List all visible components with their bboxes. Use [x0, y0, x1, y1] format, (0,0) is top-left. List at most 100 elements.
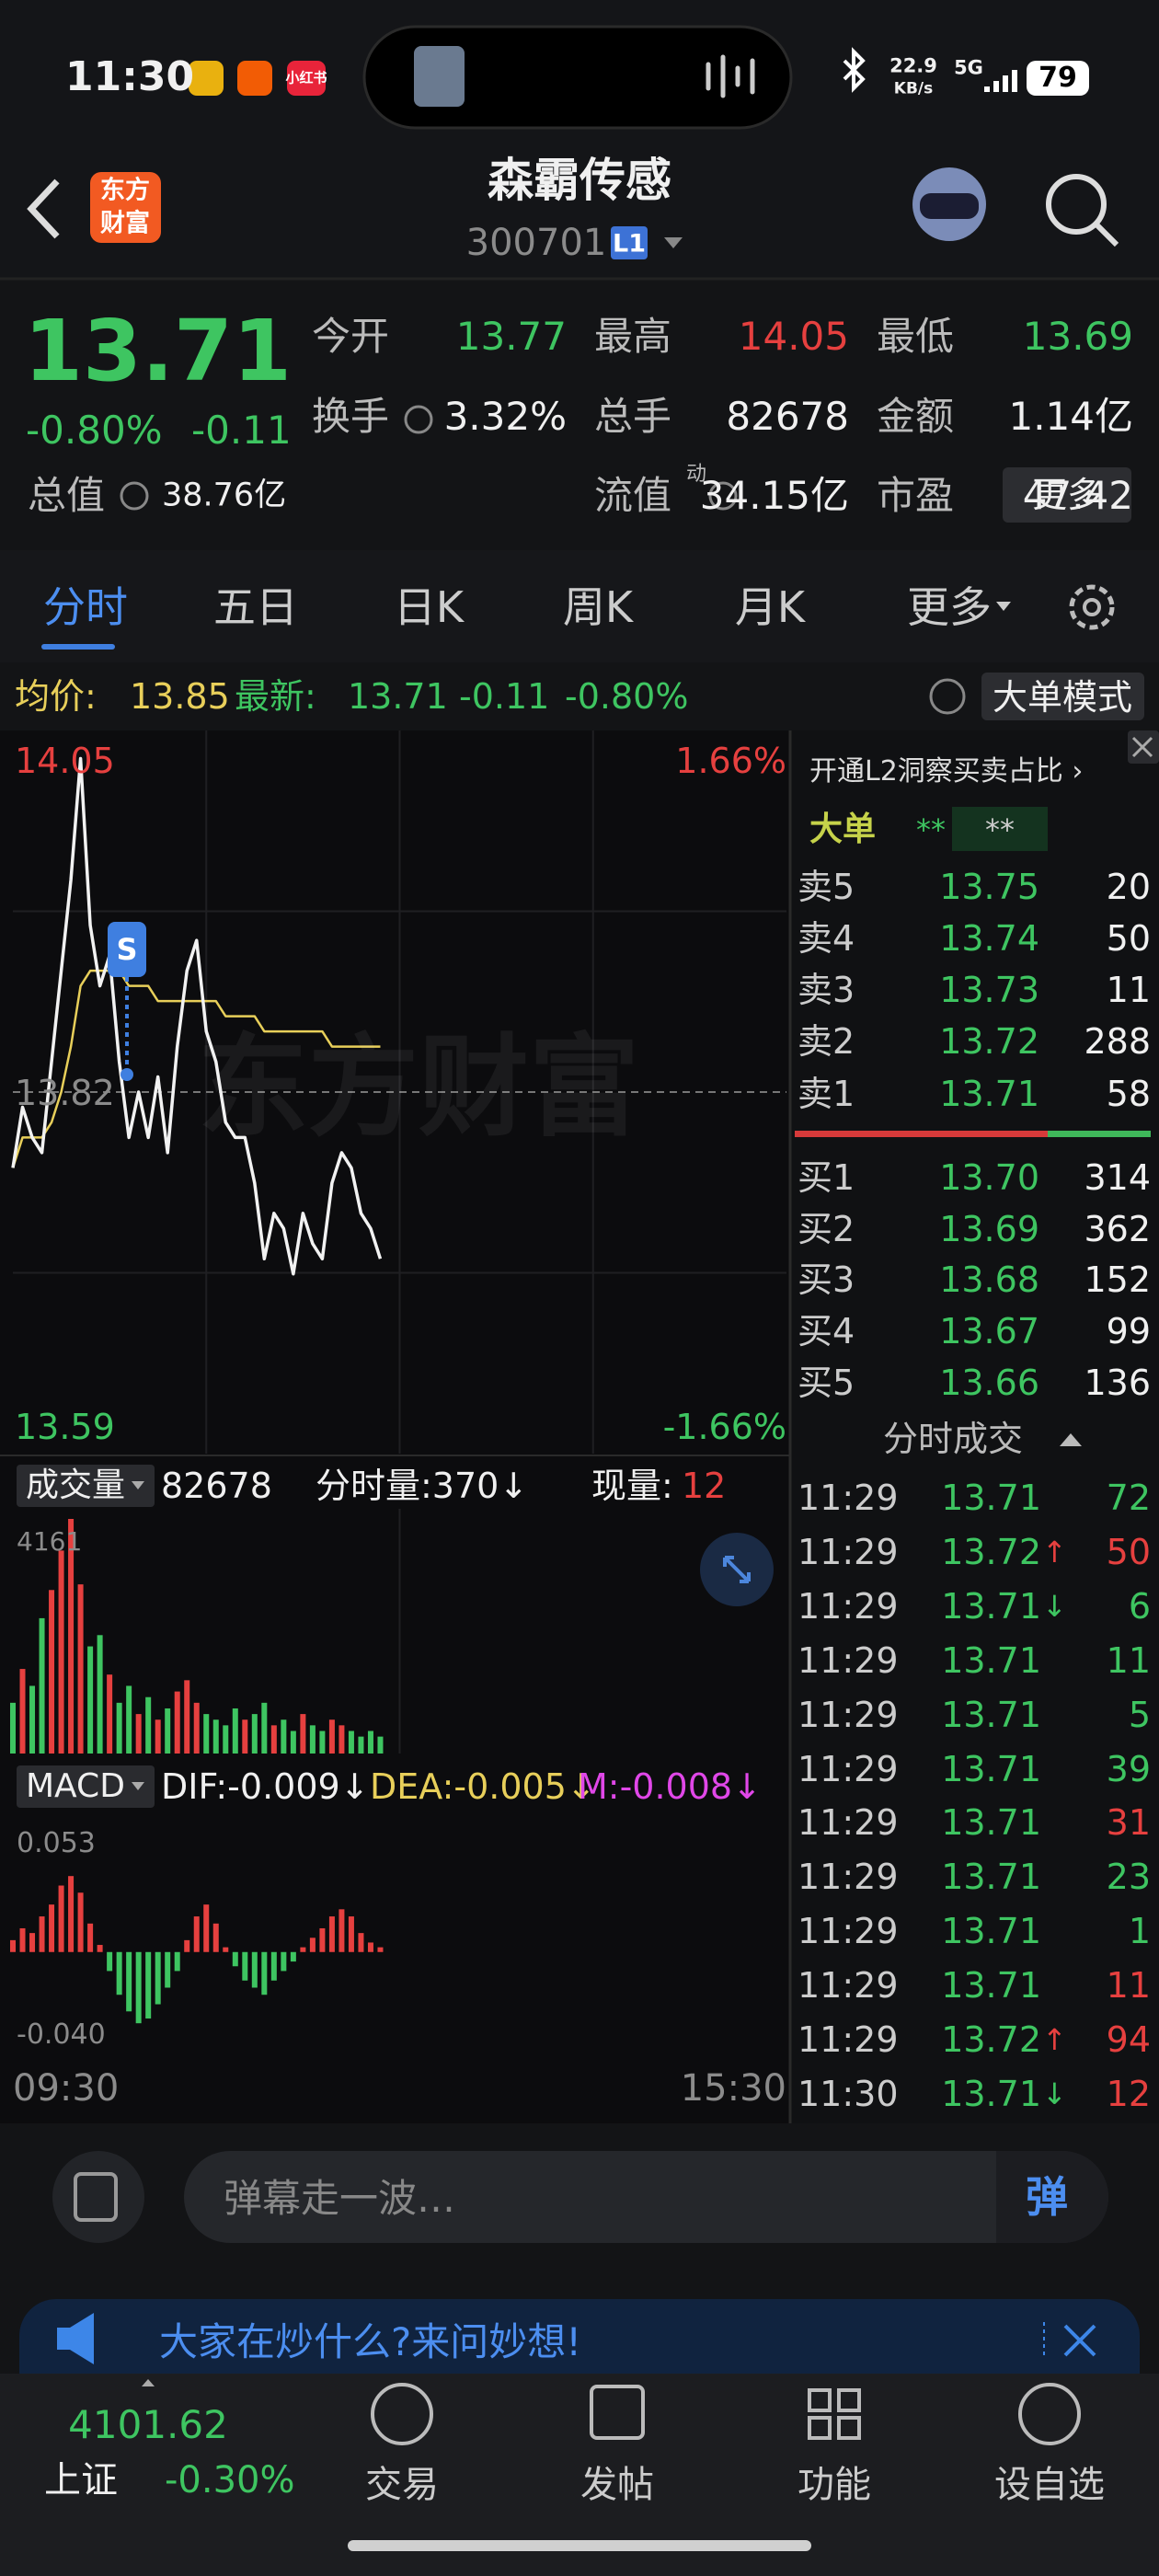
macd-bar — [126, 1951, 132, 2012]
comment-input[interactable] — [184, 2151, 1108, 2243]
trade-time: 11:29 — [798, 1911, 899, 1952]
volume-total: 82678 — [161, 1466, 272, 1506]
tab[interactable]: 日K — [393, 582, 465, 632]
book-label: 买1 — [798, 1157, 855, 1198]
tab[interactable]: 分时 — [43, 582, 128, 632]
sort-icon[interactable] — [1060, 1433, 1082, 1446]
book-label: 买4 — [798, 1311, 855, 1351]
price: 13.71 — [24, 302, 293, 400]
pe-superscript: 动 — [686, 463, 707, 486]
macd-bar — [309, 1938, 316, 1952]
book-volume: 11 — [1106, 970, 1151, 1010]
volume-bar — [107, 1674, 113, 1754]
tab[interactable]: 周K — [562, 582, 634, 632]
trade-time: 11:29 — [798, 1965, 899, 2007]
trade-time: 11:29 — [798, 1802, 899, 1844]
field-value: 13.69 — [1022, 314, 1133, 359]
big-order-stars: ** — [985, 812, 1015, 847]
help-icon[interactable] — [929, 678, 966, 715]
book-label: 买5 — [798, 1363, 855, 1403]
field-label: 流值 — [594, 473, 672, 518]
trade-volume: 94 — [1106, 2019, 1151, 2060]
book-price: 13.71 — [939, 1074, 1039, 1114]
book-price: 13.66 — [939, 1363, 1039, 1403]
tab[interactable]: 五日 — [213, 582, 298, 632]
volume-bar — [319, 1731, 326, 1754]
dea-value: DEA:-0.005↓ — [370, 1766, 596, 1807]
book-price: 13.73 — [939, 970, 1039, 1010]
trade-price: 13.72 — [941, 2019, 1041, 2060]
macd-bar — [135, 1951, 142, 2024]
field-value: 47.42 — [1022, 473, 1133, 518]
field-label: 今开 — [312, 314, 390, 359]
function-icon[interactable] — [808, 2388, 861, 2440]
star-box — [952, 807, 1048, 851]
trade-price: 13.71 — [941, 1857, 1041, 1898]
trade-volume: 11 — [1106, 1965, 1151, 2007]
trade-price: 13.71 — [941, 1478, 1041, 1518]
tab[interactable]: 更多 — [907, 582, 992, 632]
home-indicator — [348, 2540, 811, 2551]
volume-bar — [174, 1691, 180, 1754]
book-volume: 152 — [1084, 1259, 1151, 1300]
dropdown-icon[interactable] — [664, 237, 683, 248]
back-icon[interactable] — [27, 178, 60, 239]
tab[interactable]: 月K — [734, 582, 806, 632]
macd-bar — [328, 1916, 335, 1952]
nav-item[interactable]: 设自选 — [994, 2464, 1105, 2506]
field-label: 市盈 — [877, 473, 955, 518]
trade-time: 11:29 — [798, 1694, 899, 1735]
more-button[interactable]: 更多 — [1031, 475, 1103, 515]
danmaku-button[interactable] — [996, 2151, 1108, 2243]
volume-bar — [232, 1708, 238, 1754]
mode-button[interactable] — [981, 673, 1144, 720]
volume-bar — [29, 1685, 36, 1754]
trade-arrow: ↓ — [1042, 2076, 1067, 2111]
volume-bar — [10, 1702, 16, 1754]
nav-item[interactable]: 功能 — [798, 2464, 871, 2506]
megaphone-icon — [57, 2313, 94, 2364]
stock-code: 300701 — [465, 222, 607, 264]
volume-bar — [19, 1669, 26, 1754]
more-button[interactable] — [1003, 467, 1131, 523]
panel-bg — [790, 730, 1159, 2123]
close-icon[interactable] — [1063, 2324, 1096, 2357]
field-label: 最高 — [594, 314, 672, 359]
volume-bar — [145, 1696, 152, 1754]
mode-button[interactable]: 大单模式 — [992, 677, 1133, 718]
volume-selector[interactable]: 成交量 — [26, 1466, 126, 1504]
macd-bar — [116, 1951, 122, 1995]
trade-volume: 12 — [1106, 2073, 1151, 2114]
nav-item[interactable]: 交易 — [365, 2464, 439, 2506]
danmaku-button[interactable]: 弹 — [1026, 2172, 1068, 2222]
settings-icon[interactable] — [1069, 584, 1115, 630]
book-price: 13.67 — [939, 1311, 1039, 1351]
field-value: 14.05 — [738, 314, 849, 359]
macd-selector[interactable]: MACD — [26, 1767, 125, 1805]
comment-placeholder[interactable]: 弹幕走一波… — [224, 2176, 456, 2221]
l2-link[interactable]: 开通L2洞察买卖占比 › — [809, 755, 1084, 788]
banner-text[interactable]: 大家在炒什么?来问妙想! — [159, 2319, 582, 2364]
macd-bar — [184, 1939, 190, 1952]
volume-bar — [251, 1714, 258, 1754]
trade-icon[interactable] — [371, 2383, 433, 2445]
nav-item[interactable]: 发帖 — [580, 2464, 654, 2506]
volume-bar — [97, 1635, 103, 1754]
battery — [1027, 61, 1089, 96]
island-thumb — [414, 46, 465, 107]
post-icon[interactable] — [590, 2385, 645, 2440]
macd-bar — [251, 1951, 258, 1988]
danmaku-icon[interactable] — [52, 2151, 144, 2243]
macd-selector[interactable] — [17, 1765, 155, 1808]
trade-volume: 11 — [1106, 1639, 1151, 1681]
volume-selector[interactable] — [17, 1465, 155, 1507]
watchlist-icon[interactable] — [1018, 2383, 1081, 2445]
net-speed: 22.9 — [889, 54, 937, 77]
macd-bar — [348, 1916, 354, 1952]
current-volume-label: 现量: — [591, 1466, 673, 1506]
macd-bar — [29, 1933, 36, 1952]
volume-bar — [49, 1590, 55, 1754]
macd-bar — [300, 1947, 306, 1952]
search-icon[interactable] — [1046, 174, 1107, 235]
logo[interactable] — [90, 172, 161, 243]
